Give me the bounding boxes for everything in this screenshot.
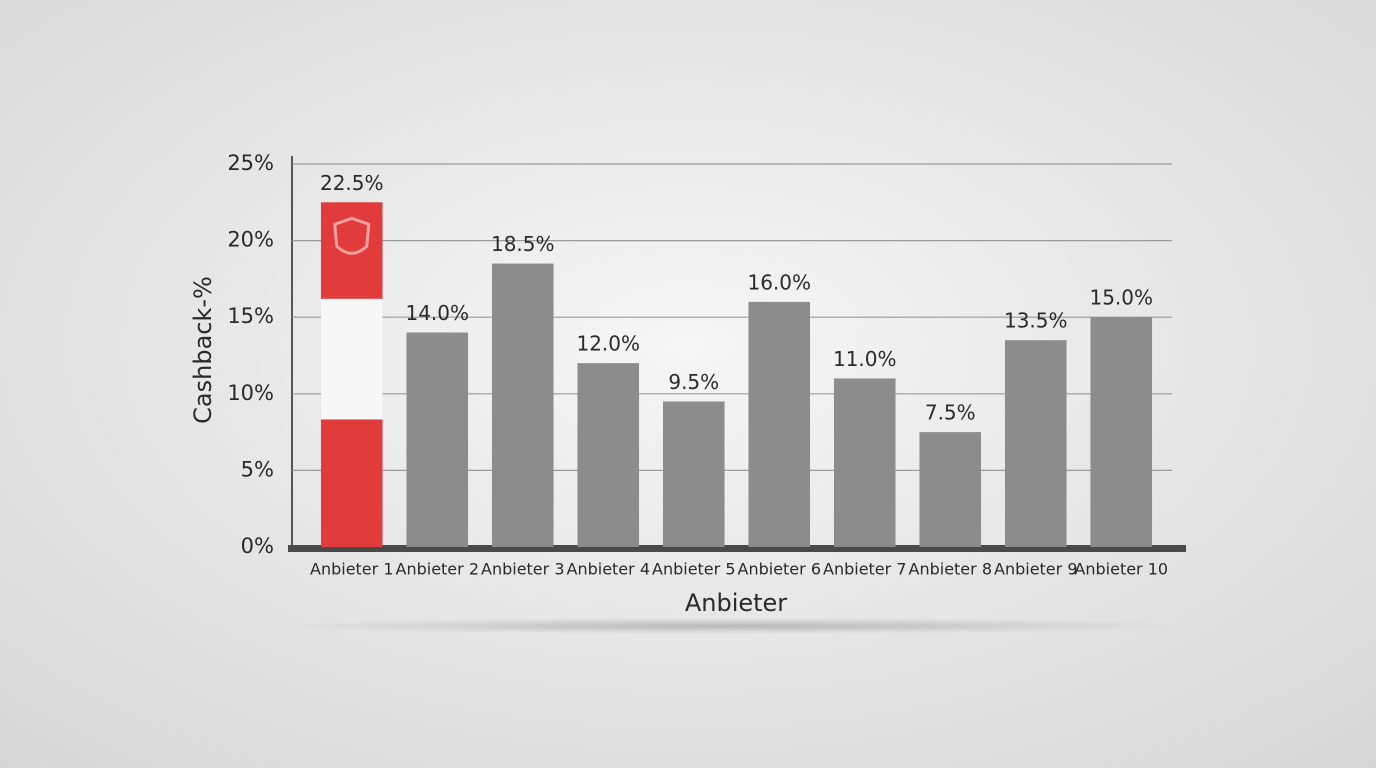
bar-shield xyxy=(333,216,371,255)
value-label: 7.5% xyxy=(925,401,976,425)
y-tick-label: 0% xyxy=(241,534,274,558)
x-tick-label: Anbieter 1 xyxy=(310,560,394,579)
bar-stripe xyxy=(320,298,383,420)
bar xyxy=(662,401,725,547)
x-axis-base xyxy=(288,545,1186,552)
x-tick-label: Anbieter 8 xyxy=(909,560,993,579)
x-tick-label: Anbieter 5 xyxy=(652,560,736,579)
value-label: 22.5% xyxy=(320,171,384,195)
y-tick-label: 15% xyxy=(227,304,274,328)
value-label: 13.5% xyxy=(1004,309,1068,333)
value-label: 12.0% xyxy=(576,332,640,356)
x-tick-label: Anbieter 7 xyxy=(823,560,907,579)
bar xyxy=(919,432,982,547)
y-tick-label: 20% xyxy=(227,228,274,252)
x-tick-label: Anbieter 2 xyxy=(396,560,480,579)
bar xyxy=(748,301,811,547)
value-label: 18.5% xyxy=(491,232,555,256)
bar xyxy=(833,378,896,547)
bar xyxy=(406,332,469,547)
x-axis-title: Anbieter xyxy=(685,589,787,617)
bar xyxy=(1004,340,1067,547)
y-axis-title: Cashback-% xyxy=(189,276,217,424)
bar xyxy=(491,263,554,547)
bar xyxy=(577,363,640,547)
value-label: 9.5% xyxy=(668,370,719,394)
bar xyxy=(1090,317,1153,547)
value-label: 14.0% xyxy=(405,301,469,325)
x-tick-label: Anbieter 4 xyxy=(567,560,651,579)
value-label: 16.0% xyxy=(747,270,811,294)
x-tick-label: Anbieter 9 xyxy=(994,560,1078,579)
floor-shadow xyxy=(270,618,1190,634)
y-tick-label: 10% xyxy=(227,381,274,405)
value-label: 11.0% xyxy=(833,347,897,371)
x-tick-label: Anbieter 3 xyxy=(481,560,565,579)
value-label: 15.0% xyxy=(1089,286,1153,310)
x-tick-label: Anbieter 6 xyxy=(738,560,822,579)
y-tick-label: 25% xyxy=(227,151,274,175)
x-tick-label: Anbieter 10 xyxy=(1074,560,1168,579)
y-tick-label: 5% xyxy=(241,457,274,481)
